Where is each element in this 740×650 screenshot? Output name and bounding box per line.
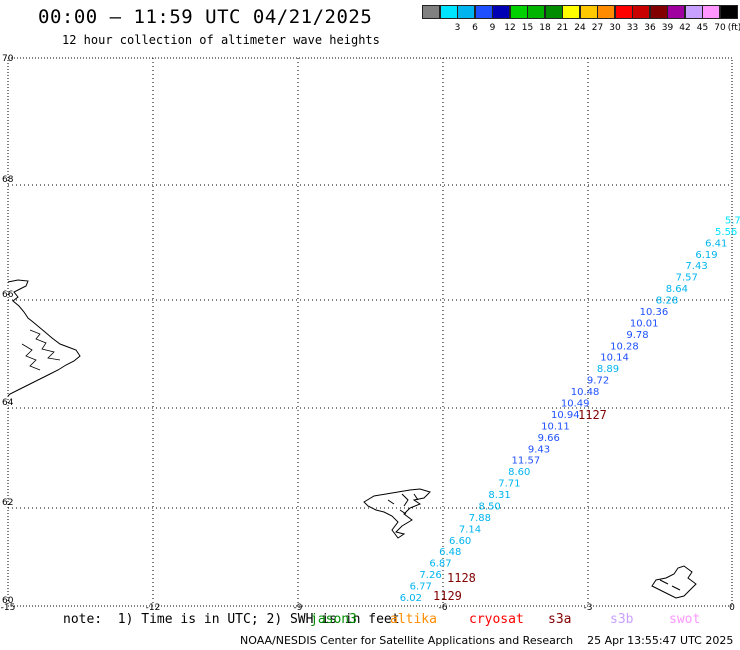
legend-label: 12 xyxy=(504,23,516,33)
swh-value-label: 10.94 xyxy=(551,410,580,421)
swh-value-label: 9.43 xyxy=(528,444,550,455)
swh-value-label: 6.41 xyxy=(705,238,727,249)
legend-label: 3 xyxy=(454,23,461,33)
map-frame xyxy=(7,57,733,607)
legend-label: 30 xyxy=(609,23,621,33)
mission-label: s3b xyxy=(610,612,634,627)
longitude-tick-label: -9 xyxy=(294,603,303,613)
page-subtitle: 12 hour collection of altimeter wave hei… xyxy=(62,33,380,47)
longitude-tick-label: -3 xyxy=(584,603,593,613)
swh-value-label: 10.11 xyxy=(541,421,570,432)
swh-value-label: 6.77 xyxy=(410,582,432,593)
legend-label: 33 xyxy=(626,23,639,33)
swh-value-label: 6.60 xyxy=(449,536,471,547)
legend-label: 42 xyxy=(679,23,691,33)
legend-label: 21 xyxy=(556,23,569,33)
page-title: 00:00 – 11:59 UTC 04/21/2025 xyxy=(38,6,373,28)
mission-label: altika xyxy=(390,612,437,627)
faroe-islands xyxy=(363,488,431,539)
legend-label: 9 xyxy=(489,23,496,33)
legend-label: 18 xyxy=(539,23,551,33)
swh-value-label: 7.43 xyxy=(685,261,707,272)
swh-value-label: 7.14 xyxy=(459,524,481,535)
legend-unit: (ft) xyxy=(727,23,740,33)
latitude-tick-label: 62 xyxy=(2,498,13,508)
swh-value-label: 5.56 xyxy=(715,227,737,238)
altimeter-track: 6.5.725.566.416.197.437.578.648.2810.361… xyxy=(400,215,740,604)
legend-swatch xyxy=(719,5,738,19)
pass-time-label: 1129 xyxy=(433,589,462,603)
longitude-tick-label: -6 xyxy=(439,603,448,613)
legend-label: 6 xyxy=(472,23,478,33)
legend-label: 36 xyxy=(644,23,656,33)
legend-label: 70 xyxy=(714,23,726,33)
swh-value-label: 9.78 xyxy=(626,330,648,341)
longitude-tick-label: -12 xyxy=(146,603,161,613)
latitude-tick-label: 64 xyxy=(2,398,14,408)
swh-value-label: 7.26 xyxy=(419,570,441,581)
swh-value-label: 10.48 xyxy=(571,387,600,398)
pass-time-label: 1128 xyxy=(447,571,476,585)
swh-value-label: 6.02 xyxy=(400,593,422,604)
swh-value-label: 10.49 xyxy=(561,399,590,410)
swh-value-label: 5.72 xyxy=(725,215,740,226)
latitude-tick-label: 68 xyxy=(2,175,14,185)
swh-value-label: 10.36 xyxy=(640,307,669,318)
swh-value-label: 8.31 xyxy=(488,490,510,501)
swh-value-label: 9.66 xyxy=(538,433,560,444)
legend-label: 39 xyxy=(661,23,674,33)
greenland-coastline xyxy=(7,279,81,397)
latitude-tick-label: 66 xyxy=(2,290,14,300)
pass-time-labels: 1127 1128 1129 xyxy=(433,408,607,603)
legend-label: 27 xyxy=(591,23,604,33)
swh-value-label: 6.48 xyxy=(439,547,461,558)
axis-tick-labels: 70 68 66 64 62 60-15 -12 -9 -6 -3 0 xyxy=(1,54,735,613)
swh-value-label: 6.87 xyxy=(429,559,451,570)
swh-value-label: 7.57 xyxy=(676,273,698,284)
legend-label: 45 xyxy=(696,23,709,33)
swh-value-label: 11.57 xyxy=(512,456,541,467)
latitude-tick-label: 70 xyxy=(2,54,14,64)
mission-label: swot xyxy=(669,612,701,627)
greenland-fjords xyxy=(21,329,61,371)
legend-label: 24 xyxy=(574,23,586,33)
swh-value-label: 7.88 xyxy=(469,513,491,524)
swh-value-label: 9.72 xyxy=(587,376,609,387)
swh-value-label: 7.71 xyxy=(498,479,520,490)
swh-value-label: 8.60 xyxy=(508,467,530,478)
mission-label: jason3 xyxy=(310,612,357,627)
swh-value-label: 10.28 xyxy=(610,341,639,352)
swh-value-label: 6.19 xyxy=(695,250,717,261)
swh-value-label: 8.89 xyxy=(597,364,619,375)
swh-value-label: 8.50 xyxy=(479,502,501,513)
shetland-islands xyxy=(651,565,697,599)
swh-value-label: 10.01 xyxy=(630,318,659,329)
swh-value-label: 10.14 xyxy=(600,353,629,364)
note-text: note: 1) Time is in UTC; 2) SWH is in fe… xyxy=(63,612,400,627)
pass-time-label: 1127 xyxy=(578,408,607,422)
mission-label: s3a xyxy=(548,612,572,627)
legend-label: 15 xyxy=(521,23,534,33)
longitude-tick-label: 0 xyxy=(729,603,735,613)
longitude-tick-label: -15 xyxy=(1,603,16,613)
graticule xyxy=(8,58,732,606)
swh-value-label: 8.28 xyxy=(656,296,678,307)
swh-value-label: 8.64 xyxy=(666,284,688,295)
mission-label: cryosat xyxy=(469,612,524,627)
latitude-tick-label: 60 xyxy=(2,596,14,606)
footer-credit: NOAA/NESDIS Center for Satellite Applica… xyxy=(240,634,734,647)
